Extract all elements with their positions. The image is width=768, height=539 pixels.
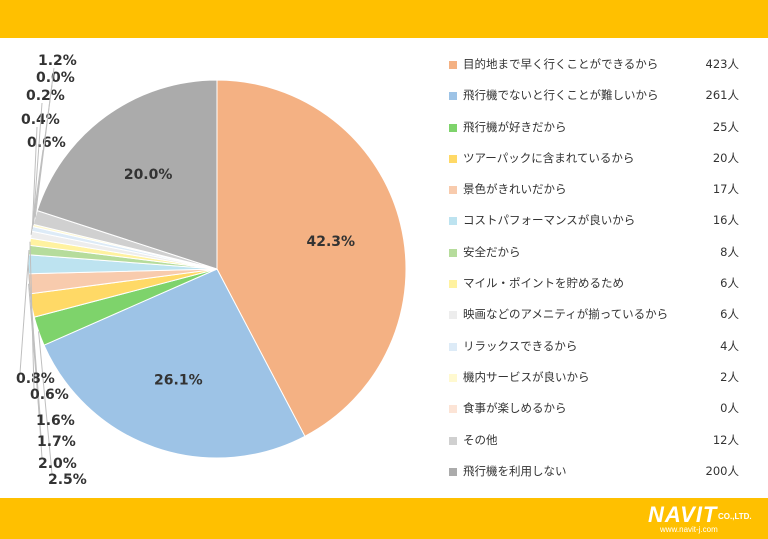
- data-label: 0.2%: [26, 88, 65, 104]
- legend-swatch: [449, 92, 457, 101]
- logo-url: www.navit-j.com: [660, 525, 718, 534]
- legend-label: マイル・ポイントを貯めるため: [463, 276, 624, 291]
- legend-label: 飛行機でないと行くことが難しいから: [463, 88, 659, 103]
- bottom-band: [0, 498, 768, 539]
- data-label: 1.2%: [38, 53, 77, 69]
- legend-item: 飛行機が好きだから 25人: [449, 119, 749, 150]
- logo-suffix: CO.,LTD.: [718, 512, 752, 521]
- leader-line: [19, 249, 30, 374]
- legend-swatch: [449, 123, 457, 132]
- legend-item: 映画などのアメニティが揃っているから 6人: [449, 306, 749, 337]
- legend-label: 安全だから: [463, 244, 521, 259]
- legend-item: 飛行機を利用しない 200人: [449, 463, 749, 494]
- legend-count: 0人: [720, 401, 739, 416]
- legend-count: 17人: [712, 182, 739, 197]
- pie-slice: [216, 79, 407, 437]
- data-label: 0.8%: [16, 371, 55, 387]
- data-label: 0.6%: [27, 135, 66, 151]
- legend-label: 映画などのアメニティが揃っているから: [463, 307, 669, 322]
- leader-line: [34, 67, 55, 218]
- legend-count: 6人: [720, 307, 739, 322]
- legend-count: 8人: [720, 244, 739, 259]
- legend-count: 423人: [705, 57, 739, 71]
- leader-line: [27, 264, 41, 416]
- data-label: 2.5%: [48, 472, 87, 488]
- legend-item: 飛行機でないと行くことが難しいから 261人: [449, 87, 749, 118]
- legend-item: その他 12人: [449, 432, 749, 463]
- legend-item: 機内サービスが良いから 2人: [449, 369, 749, 400]
- legend-item: 安全だから 8人: [449, 244, 749, 275]
- legend-item: リラックスできるから 4人: [449, 338, 749, 369]
- data-label: 1.7%: [37, 434, 76, 450]
- legend-item: 景色がきれいだから 17人: [449, 181, 749, 212]
- legend-item: 食事が楽しめるから 0人: [449, 400, 749, 431]
- legend-label: 機内サービスが良いから: [463, 369, 590, 384]
- legend: 目的地まで早く行くことができるから 423人飛行機でないと行くことが難しいから 26…: [449, 56, 749, 494]
- legend-label: 景色がきれいだから: [463, 182, 567, 197]
- leader-line: [32, 102, 43, 226]
- pie-slice: [43, 268, 306, 459]
- legend-count: 200人: [705, 463, 739, 478]
- legend-count: 20人: [712, 150, 739, 165]
- legend-item: 目的地まで早く行くことができるから 423人: [449, 56, 749, 87]
- legend-label: 目的地まで早く行くことができるから: [463, 57, 659, 71]
- legend-swatch: [449, 311, 457, 320]
- logo-name: NAVIT: [648, 502, 718, 527]
- legend-swatch: [449, 467, 457, 476]
- legend-label: 飛行機を利用しない: [463, 463, 567, 478]
- legend-swatch: [449, 61, 457, 69]
- data-label: 26.1%: [154, 373, 203, 389]
- legend-label: その他: [463, 432, 498, 447]
- legend-swatch: [449, 217, 457, 226]
- legend-count: 25人: [712, 119, 739, 134]
- legend-count: 2人: [720, 369, 739, 384]
- legend-label: コストパフォーマンスが良いから: [463, 213, 636, 228]
- legend-swatch: [449, 154, 457, 163]
- legend-swatch: [449, 280, 457, 289]
- legend-count: 16人: [712, 213, 739, 228]
- data-label: 1.6%: [36, 413, 75, 429]
- leader-line: [38, 331, 53, 475]
- legend-swatch: [449, 373, 457, 382]
- legend-item: コストパフォーマンスが良いから 16人: [449, 212, 749, 243]
- pie-slice: [36, 79, 218, 270]
- leader-line: [29, 241, 35, 390]
- legend-count: 261人: [705, 88, 739, 103]
- data-label: 42.3%: [306, 234, 355, 250]
- legend-swatch: [449, 436, 457, 445]
- data-label: 0.6%: [30, 387, 69, 403]
- company-logo: NAVIT CO.,LTD. www.navit-j.com: [648, 502, 758, 536]
- legend-label: リラックスできるから: [463, 338, 578, 353]
- legend-item: ツアーパックに含まれているから 20人: [449, 150, 749, 181]
- legend-swatch: [449, 186, 457, 195]
- legend-count: 4人: [720, 338, 739, 353]
- legend-swatch: [449, 342, 457, 351]
- leader-line: [28, 283, 42, 437]
- legend-label: ツアーパックに含まれているから: [463, 150, 635, 165]
- pie-chart: 42.3%26.1%20.0%2.5%2.0%1.7%1.6%0.8%0.6%0…: [16, 53, 407, 488]
- legend-count: 12人: [712, 432, 739, 447]
- data-label: 20.0%: [124, 167, 173, 183]
- data-label: 0.0%: [36, 70, 75, 86]
- leader-line: [31, 126, 38, 229]
- top-band: [0, 0, 768, 38]
- data-label: 2.0%: [38, 456, 77, 472]
- legend-item: マイル・ポイントを貯めるため 6人: [449, 275, 749, 306]
- legend-swatch: [449, 248, 457, 257]
- legend-label: 飛行機が好きだから: [463, 119, 567, 134]
- legend-swatch: [449, 405, 457, 414]
- legend-count: 6人: [720, 276, 739, 291]
- legend-label: 食事が楽しめるから: [463, 401, 567, 416]
